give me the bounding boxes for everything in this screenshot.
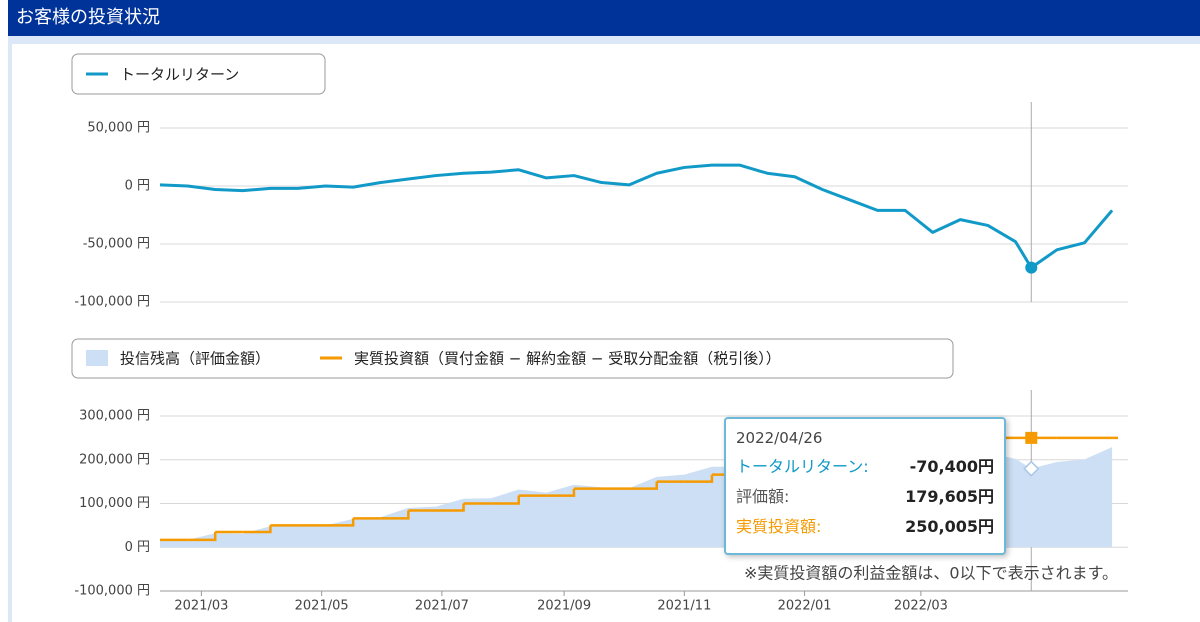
step-segment [546,488,576,497]
y-tick-label: 0 円 [125,540,150,555]
tooltip: 2022/04/26 トータルリターン: -70,400円評価額: 179,605円… [724,417,1006,555]
y-tick-label: 200,000 円 [79,452,150,467]
y-tick-label: -50,000 円 [83,237,150,252]
y-tick-label: 0 円 [125,179,150,194]
legend-box [71,338,954,379]
step-segment [684,474,714,483]
y-tick-label: 100,000 円 [79,496,150,511]
step-segment [629,481,658,490]
tooltip-row: トータルリターン: -70,400円 [736,453,994,477]
line [159,163,1114,270]
highlight-point [1025,261,1038,274]
legend-label: トータルリターン [120,66,239,84]
step-segment [242,525,272,534]
tooltip-value: 179,605円 [905,487,994,506]
x-tick-label: 2021/11 [657,599,711,614]
tooltip-label: トータルリターン: [736,457,869,476]
highlight-point [1025,431,1038,444]
x-tick-label: 2022/01 [778,599,832,614]
y-tick-label: 300,000 円 [79,409,150,424]
legend-label: 投信残高（評価金額） [120,350,270,368]
step-segment [325,518,355,527]
legend-swatch [86,350,108,366]
step-segment [380,510,410,520]
x-tick-label: 2021/03 [174,599,228,614]
tooltip-value: -70,400円 [909,457,994,476]
step-segment [491,495,521,505]
tooltip-date: 2022/04/26 [736,429,823,447]
tooltip-row: 実質投資額: 250,005円 [736,513,994,537]
header-title: お客様の投資状況 [8,0,1200,36]
legend-box [71,53,326,95]
y-tick-label: -100,000 円 [74,584,150,599]
highlight-point [1023,460,1040,477]
tooltip-label: 実質投資額: [736,517,822,536]
note: ※実質投資額の利益金額は、0以下で表示されます。 [744,564,1118,583]
tooltip-label: 評価額: [736,487,790,506]
tooltip-row: 評価額: 179,605円 [736,483,994,507]
step-segment [187,531,217,542]
frame [8,36,1200,622]
x-tick-label: 2022/03 [894,599,948,614]
x-tick-label: 2021/07 [415,599,469,614]
legend-label: 実質投資額（買付金額 − 解約金額 − 受取分配金額（税引後）） [354,350,781,368]
tooltip-value: 250,005円 [905,517,994,536]
step-segment [435,503,465,512]
y-tick-label: -100,000 円 [74,295,150,310]
x-tick-label: 2021/05 [295,599,349,614]
x-tick-label: 2021/09 [537,599,591,614]
y-tick-label: 50,000 円 [87,121,150,136]
